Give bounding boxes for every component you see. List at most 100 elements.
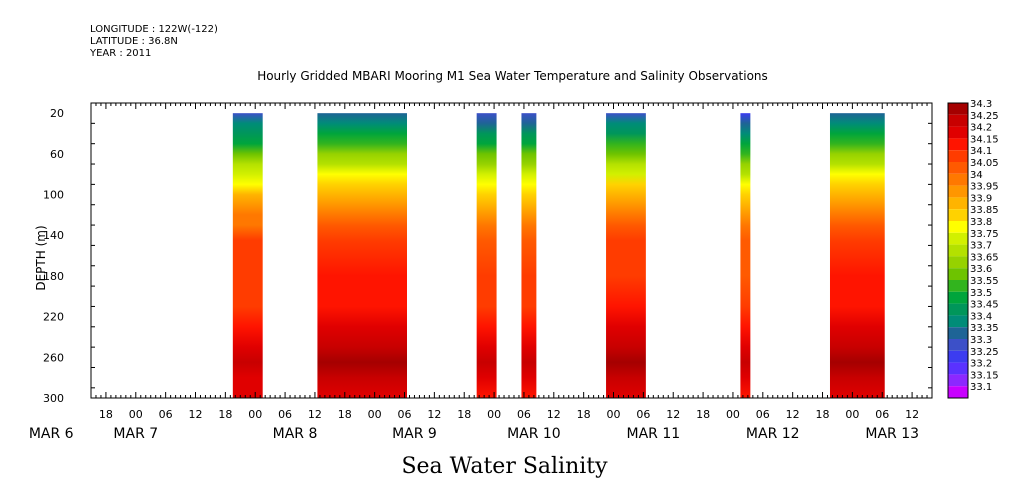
colorbar-label: 33.45 [970, 300, 999, 311]
y-tick-label: 100 [43, 189, 64, 202]
x-tick-label: 00 [368, 408, 382, 421]
x-tick-label: 00 [845, 408, 859, 421]
colorbar-swatch [948, 209, 968, 221]
y-tick-label: 300 [43, 392, 64, 405]
colorbar-label: 33.3 [970, 335, 992, 346]
x-tick-label: 06 [398, 408, 412, 421]
x-tick-label: 12 [308, 408, 322, 421]
x-tick-label: 06 [636, 408, 650, 421]
colorbar-swatch [948, 197, 968, 210]
x-axis: 18 00 06 12 18 00 06 12 18 00 06 12 18 00 06 12 18 00 06 12… [29, 103, 933, 442]
colorbar-swatch [948, 244, 968, 257]
x-tick-label: 18 [696, 408, 710, 421]
colorbar-swatch [948, 138, 968, 151]
colorbar-swatch [948, 327, 968, 339]
x-tick-label: 12 [189, 408, 203, 421]
metadata-block: LONGITUDE : 122W(-122) LATITUDE : 36.8N … [90, 24, 218, 60]
colorbar-swatch [948, 173, 968, 186]
y-tick-label: 140 [43, 229, 64, 242]
colorbar-label: 33.1 [970, 382, 992, 393]
plot-border [90, 102, 933, 399]
x-tick-label: 12 [547, 408, 561, 421]
colorbar-swatch [948, 185, 968, 198]
data-blocks [232, 113, 885, 398]
colorbar-label: 33.2 [970, 359, 992, 370]
x-date-label: MAR 6 [29, 426, 74, 442]
colorbar-label: 34.3 [970, 99, 992, 110]
chart-subtitle: Sea Water Salinity [401, 454, 608, 479]
colorbar-label: 33.5 [970, 288, 992, 299]
y-tick-label: 220 [43, 311, 64, 324]
colorbar-swatch [948, 150, 968, 162]
colorbar-label: 34.05 [970, 158, 999, 169]
colorbar-swatch [948, 339, 968, 351]
x-tick-label: 00 [248, 408, 262, 421]
colorbar-label: 33.55 [970, 276, 999, 287]
x-tick-label: 12 [427, 408, 441, 421]
colorbar-label: 33.95 [970, 182, 999, 193]
x-tick-label: 12 [786, 408, 800, 421]
colorbar-label: 34.2 [970, 123, 992, 134]
colorbar-label: 34.15 [970, 134, 999, 145]
colorbar-swatch [948, 114, 968, 127]
colorbar-label: 33.85 [970, 205, 999, 216]
colorbar-swatch [948, 280, 968, 292]
x-tick-label: 00 [487, 408, 501, 421]
colorbar-label: 33.35 [970, 323, 999, 334]
data-block-4 [521, 113, 537, 398]
data-block-5 [606, 113, 646, 398]
x-tick-label: 18 [218, 408, 232, 421]
y-tick-label: 60 [50, 148, 64, 161]
colorbar-swatch [948, 162, 968, 174]
y-tick-label: 260 [43, 351, 64, 364]
data-block-6 [740, 113, 751, 398]
colorbar-swatch [948, 221, 968, 233]
longitude-label: LONGITUDE : 122W(-122) [90, 24, 218, 35]
y-axis-label: DEPTH (m) [34, 225, 48, 290]
colorbar-swatch [948, 291, 968, 304]
x-tick-label: 18 [338, 408, 352, 421]
x-date-label: MAR 11 [626, 426, 680, 442]
chart-title: Hourly Gridded MBARI Mooring M1 Sea Wate… [257, 69, 768, 83]
data-block-2 [317, 113, 407, 398]
x-tick-label: 06 [278, 408, 292, 421]
x-tick-label: 06 [875, 408, 889, 421]
y-tick-label: 20 [50, 107, 64, 120]
colorbar-label: 34 [970, 170, 983, 181]
plot-frame [90, 102, 933, 399]
x-date-label: MAR 10 [507, 426, 561, 442]
colorbar-label: 33.15 [970, 370, 999, 381]
colorbar-label: 33.75 [970, 229, 999, 240]
x-tick-label: 06 [756, 408, 770, 421]
x-tick-label: 00 [726, 408, 740, 421]
data-block-1 [232, 113, 263, 398]
colorbar-swatch [948, 126, 968, 139]
colorbar-label: 33.7 [970, 241, 992, 252]
x-tick-label: 12 [666, 408, 680, 421]
colorbar-swatch [948, 362, 968, 375]
colorbar-swatch [948, 350, 968, 363]
x-tick-label: 00 [129, 408, 143, 421]
y-tick-label: 180 [43, 270, 64, 283]
x-tick-label: 06 [159, 408, 173, 421]
x-tick-label: 12 [905, 408, 919, 421]
colorbar-label: 33.25 [970, 347, 999, 358]
x-tick-label: 18 [577, 408, 591, 421]
x-tick-label: 06 [517, 408, 531, 421]
colorbar-label: 34.25 [970, 111, 999, 122]
colorbar-label: 33.65 [970, 252, 999, 263]
colorbar-label: 34.1 [970, 146, 992, 157]
colorbar: 34.334.2534.234.1534.134.053433.9533.933… [947, 99, 999, 399]
year-label: YEAR : 2011 [90, 48, 152, 59]
colorbar-swatch [948, 232, 968, 245]
chart-title-wrap: Hourly Gridded MBARI Mooring M1 Sea Wate… [0, 69, 1009, 83]
x-date-label: MAR 13 [865, 426, 919, 442]
x-date-label: MAR 7 [113, 426, 158, 442]
colorbar-label: 33.6 [970, 264, 992, 275]
x-tick-label: 18 [816, 408, 830, 421]
x-date-label: MAR 9 [392, 426, 437, 442]
latitude-label: LATITUDE : 36.8N [90, 36, 178, 47]
colorbar-border [947, 102, 969, 399]
colorbar-swatch [948, 315, 968, 328]
colorbar-swatch [948, 386, 968, 398]
